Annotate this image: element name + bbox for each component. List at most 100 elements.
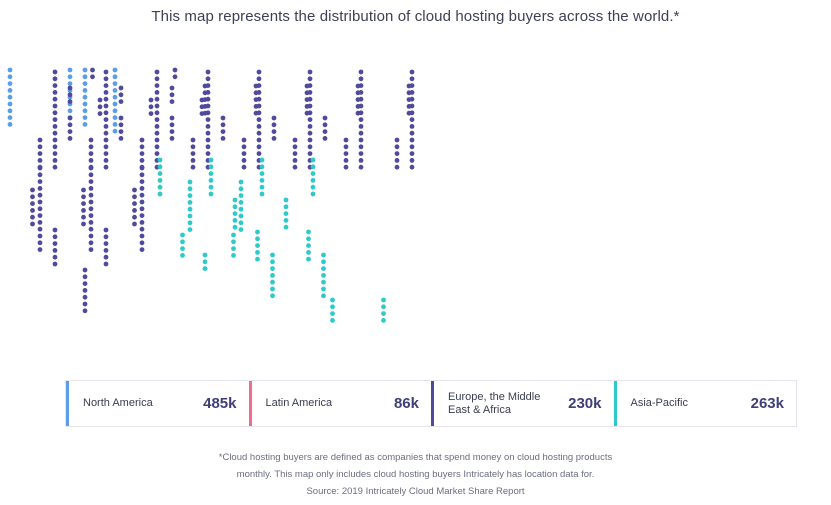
map-dot	[270, 273, 275, 278]
map-dot	[82, 122, 88, 127]
map-dot	[139, 186, 145, 191]
map-dot	[97, 111, 103, 116]
map-dot	[81, 194, 86, 200]
map-dot	[148, 111, 154, 116]
region-legend: North America 485k Latin America 86k Eur…	[65, 380, 797, 427]
map-dot	[292, 151, 298, 157]
map-dot	[256, 130, 262, 136]
map-dot	[88, 144, 94, 150]
map-dot	[307, 151, 313, 157]
map-dot	[205, 69, 211, 75]
map-dot	[180, 239, 185, 245]
map-dot	[307, 76, 313, 82]
map-dot	[180, 253, 185, 258]
map-dot	[256, 117, 262, 122]
map-dot	[292, 164, 298, 170]
map-dot	[37, 213, 43, 219]
map-dot	[238, 193, 244, 199]
map-dot	[118, 99, 124, 104]
map-dot	[157, 171, 163, 177]
map-dot	[132, 194, 137, 200]
map-dot	[310, 178, 316, 183]
map-dot	[30, 187, 35, 193]
map-dot	[271, 136, 277, 141]
map-dot	[394, 151, 400, 157]
map-dot	[37, 206, 43, 212]
map-dot	[52, 241, 58, 247]
map-dot	[205, 124, 211, 129]
map-dot	[112, 67, 118, 73]
region-name: North America	[83, 397, 153, 409]
map-dot	[30, 201, 35, 207]
map-dot	[67, 92, 73, 98]
map-dot	[231, 246, 236, 252]
map-dot	[103, 69, 109, 75]
map-dot	[238, 179, 244, 185]
map-dot	[187, 213, 193, 219]
map-dot	[82, 108, 88, 114]
map-dot	[169, 85, 175, 91]
map-dot	[88, 165, 94, 171]
map-dot	[321, 286, 326, 292]
map-dot	[180, 246, 185, 252]
map-dot	[306, 243, 311, 249]
map-dot	[409, 158, 415, 163]
map-dot	[187, 193, 193, 199]
map-dot	[37, 233, 43, 239]
map-dot	[139, 179, 145, 185]
map-dot	[310, 164, 316, 170]
map-dot	[67, 122, 73, 128]
map-dot	[112, 108, 118, 114]
map-dot	[112, 94, 118, 100]
map-dot	[238, 206, 244, 212]
map-dot	[81, 187, 86, 193]
map-dot	[139, 226, 145, 232]
map-dot	[190, 158, 196, 163]
map-dot	[330, 318, 335, 323]
map-dot	[310, 184, 316, 190]
map-dot	[270, 293, 275, 299]
map-dot	[241, 144, 247, 150]
footnote: *Cloud hosting buyers are defined as com…	[0, 449, 831, 500]
map-dot	[358, 144, 364, 150]
map-dot	[103, 103, 109, 109]
map-dot	[139, 165, 145, 171]
map-dot	[409, 76, 415, 82]
map-dot	[157, 157, 163, 163]
map-dot	[154, 110, 160, 116]
map-dot	[103, 254, 109, 260]
map-dot	[52, 130, 58, 136]
map-dot	[67, 129, 73, 135]
map-dot	[82, 267, 88, 273]
map-dot	[358, 110, 364, 116]
map-dot	[82, 67, 88, 73]
map-dot	[205, 151, 211, 157]
map-dot	[409, 130, 415, 136]
map-dot	[82, 88, 88, 93]
map-dot	[409, 69, 415, 75]
map-dot	[88, 192, 94, 198]
map-dot	[7, 108, 13, 114]
map-dot	[205, 130, 211, 136]
map-dot	[88, 199, 94, 205]
map-dot	[409, 110, 415, 116]
map-dot	[307, 83, 313, 88]
map-dot	[205, 76, 211, 82]
map-dot	[118, 92, 124, 98]
map-dot	[52, 90, 58, 95]
map-dot	[205, 137, 211, 143]
map-dot	[154, 96, 160, 102]
map-dot	[139, 144, 145, 150]
map-dot	[88, 137, 94, 143]
map-dot	[208, 164, 214, 170]
map-dot	[241, 151, 247, 157]
map-dot	[169, 122, 175, 128]
map-dot	[67, 74, 73, 80]
map-dot	[103, 90, 109, 95]
map-dot	[256, 103, 262, 109]
map-dot	[306, 250, 311, 255]
map-dot	[112, 122, 118, 127]
map-dot	[256, 151, 262, 157]
map-dot	[88, 158, 94, 163]
map-dot	[343, 137, 349, 143]
